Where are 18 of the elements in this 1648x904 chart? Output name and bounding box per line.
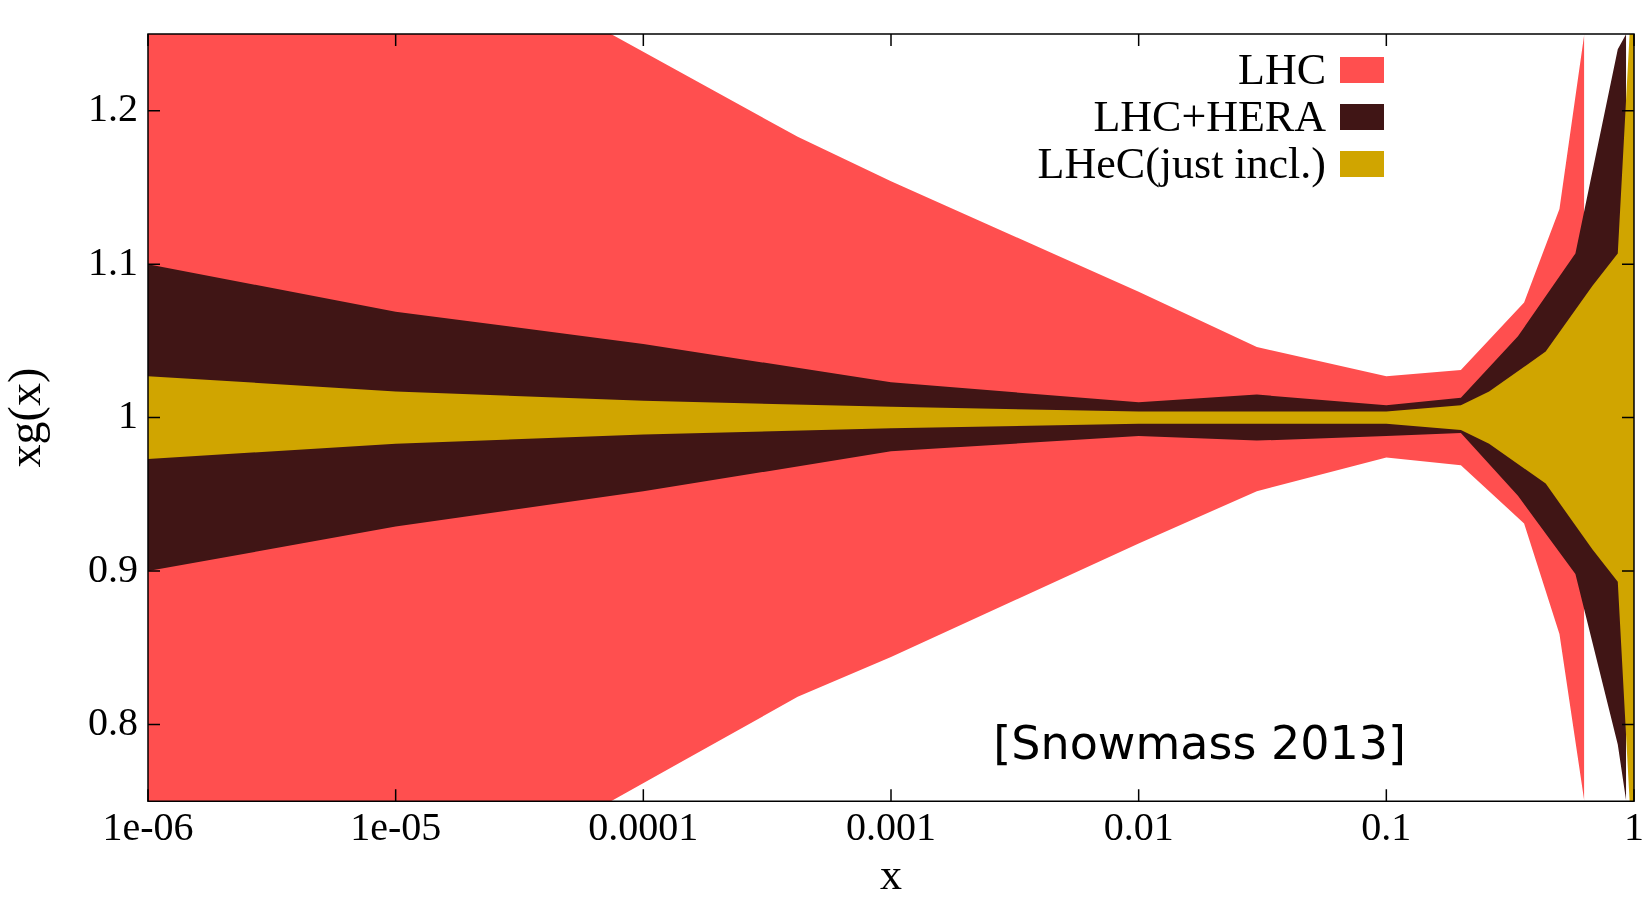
y-tick-label: 1.2 bbox=[88, 85, 138, 131]
x-tick-label: 1e-05 bbox=[350, 803, 442, 849]
x-tick-label: 0.001 bbox=[846, 803, 936, 849]
y-tick-label: 0.9 bbox=[88, 545, 138, 591]
x-tick-label: 0.1 bbox=[1361, 803, 1412, 849]
legend-label: LHC bbox=[1238, 44, 1326, 94]
y-tick-label: 0.8 bbox=[88, 698, 138, 744]
x-tick-label: 1e-06 bbox=[102, 803, 194, 849]
x-tick-label: 0.01 bbox=[1103, 803, 1174, 849]
y-axis-title: xg(x) bbox=[0, 367, 50, 468]
x-axis-title: x bbox=[880, 850, 902, 900]
annotation: [Snowmass 2013] bbox=[993, 716, 1406, 771]
legend-label: LHC+HERA bbox=[1093, 91, 1327, 141]
x-tick-label: 1 bbox=[1624, 803, 1644, 849]
x-tick-label: 0.0001 bbox=[588, 803, 699, 849]
legend-label: LHeC(just incl.) bbox=[1037, 138, 1326, 188]
y-tick-label: 1 bbox=[118, 392, 138, 438]
y-tick-label: 1.1 bbox=[88, 238, 138, 284]
